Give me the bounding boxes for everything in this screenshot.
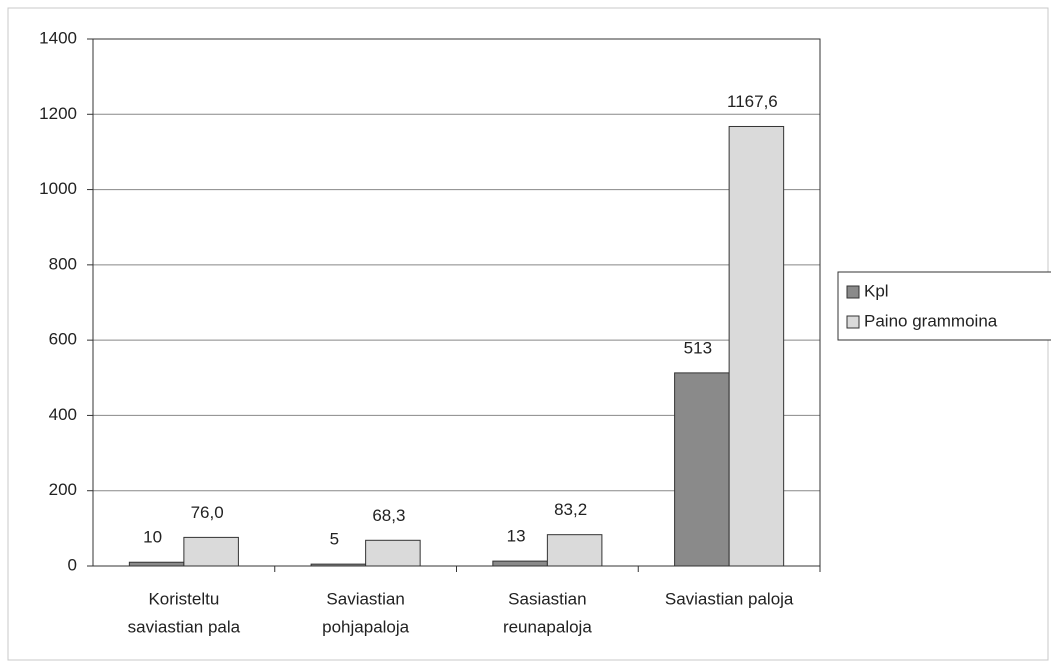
y-tick-label: 0 — [68, 555, 77, 574]
bar — [128, 561, 185, 567]
y-tick-label: 1400 — [39, 28, 77, 47]
data-label: 10 — [143, 528, 162, 547]
x-tick-label: Saviastian paloja — [665, 589, 794, 608]
y-tick-label: 800 — [49, 254, 77, 273]
bar — [728, 125, 785, 567]
y-tick-label: 400 — [49, 405, 77, 424]
legend-swatch — [846, 285, 860, 299]
bar — [365, 539, 421, 567]
legend-label: Paino grammoina — [864, 311, 998, 330]
x-tick-label: saviastian pala — [128, 617, 241, 636]
y-tick-label: 1200 — [39, 104, 77, 123]
legend-label: Kpl — [864, 281, 889, 300]
x-tick-label: reunapaloja — [503, 617, 592, 636]
y-tick-label: 200 — [49, 480, 77, 499]
data-label: 68,3 — [372, 506, 405, 525]
data-label: 1167,6 — [727, 92, 778, 111]
bar — [546, 534, 603, 567]
legend-box — [837, 271, 1051, 341]
legend-swatch — [846, 315, 860, 329]
x-tick-label: Sasiastian — [508, 589, 586, 608]
y-tick-label: 600 — [49, 330, 77, 349]
data-label: 83,2 — [554, 500, 587, 519]
y-tick-label: 1000 — [39, 179, 77, 198]
x-tick-label: pohjapaloja — [322, 617, 410, 636]
data-label: 513 — [684, 338, 712, 357]
bar — [674, 372, 730, 567]
bar — [492, 560, 548, 567]
data-label: 13 — [507, 527, 526, 546]
bar — [183, 536, 239, 567]
data-label: 76,0 — [191, 503, 224, 522]
data-label: 5 — [330, 530, 339, 549]
x-tick-label: Koristeltu — [148, 589, 219, 608]
x-tick-label: Saviastian — [326, 589, 404, 608]
